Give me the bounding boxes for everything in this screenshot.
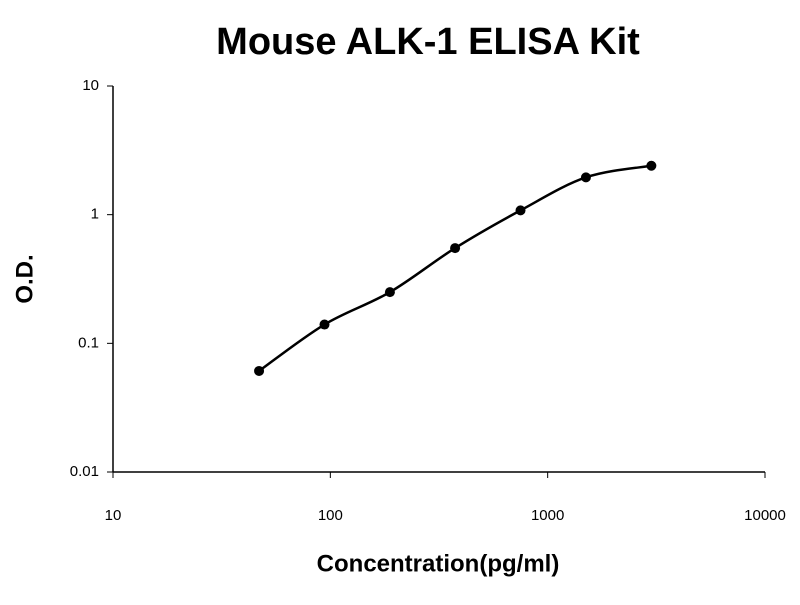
- data-point: [254, 365, 265, 376]
- data-point: [319, 319, 330, 330]
- data-point: [515, 205, 526, 216]
- data-point: [450, 243, 461, 254]
- y-tick-label: 0.01: [70, 463, 99, 480]
- x-axis-label: Concentration(pg/ml): [317, 550, 560, 577]
- data-point: [384, 287, 395, 298]
- x-tick-label: 100: [318, 507, 343, 524]
- y-axis-label: O.D.: [11, 254, 38, 303]
- x-tick-label: 10: [105, 507, 122, 524]
- x-tick-label: 1000: [531, 507, 564, 524]
- fit-curve: [258, 164, 652, 372]
- data-point: [646, 160, 657, 171]
- y-tick-label: 1: [91, 206, 99, 223]
- chart-title: Mouse ALK-1 ELISA Kit: [216, 21, 640, 63]
- x-tick-label: 10000: [744, 507, 786, 524]
- y-tick-label: 0.1: [78, 334, 99, 351]
- data-point: [580, 172, 591, 183]
- y-tick-label: 10: [82, 77, 99, 94]
